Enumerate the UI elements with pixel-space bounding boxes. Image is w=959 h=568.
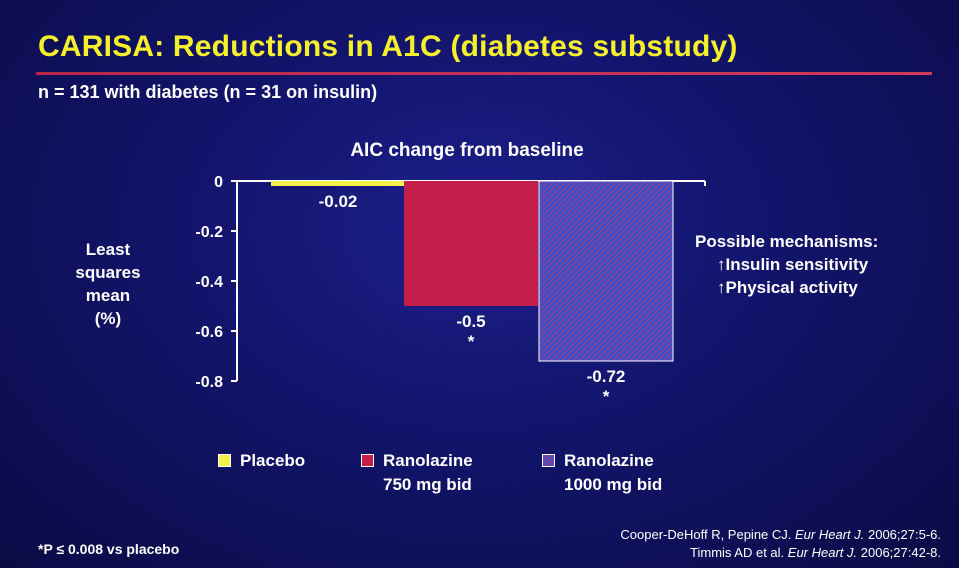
legend-label-line: 750 mg bid: [383, 475, 472, 494]
reference-authors: Cooper-DeHoff R, Pepine CJ.: [620, 527, 796, 542]
mechanisms-heading: Possible mechanisms:: [695, 232, 879, 251]
mechanism-item: ↑Insulin sensitivity: [717, 255, 869, 274]
mechanism-item: ↑Physical activity: [717, 278, 858, 297]
data-label: -0.02: [319, 192, 358, 211]
y-axis-label-line: (%): [94, 309, 122, 328]
reference-line: Timmis AD et al. Eur Heart J. 2006;27:42…: [620, 544, 941, 562]
legend-label-ranolazine-750: Ranolazine 750 mg bid: [383, 449, 473, 497]
significance-marker: *: [468, 332, 475, 351]
significance-footnote: *P ≤ 0.008 vs placebo: [38, 541, 180, 557]
slide-subtitle: n = 131 with diabetes (n = 31 on insulin…: [38, 82, 378, 102]
legend-swatch-ranolazine-1000: [542, 454, 555, 467]
y-axis-label: Least squares mean (%): [68, 238, 148, 330]
y-axis-label-line: mean: [85, 286, 131, 305]
y-axis-label-line: squares: [75, 263, 141, 282]
reference-citation: 2006;27:42-8.: [857, 545, 941, 560]
reference-journal: Eur Heart J.: [787, 545, 858, 560]
reference-line: Cooper-DeHoff R, Pepine CJ. Eur Heart J.…: [620, 526, 941, 544]
legend-label-line: Ranolazine: [564, 451, 654, 470]
y-tick-label: -0.8: [195, 374, 223, 391]
significance-marker: *: [603, 387, 610, 406]
title-divider: [36, 72, 932, 75]
reference-citation: 2006;27:5-6.: [864, 527, 941, 542]
legend-label-placebo: Placebo: [240, 449, 305, 473]
y-tick-label: -0.6: [195, 324, 223, 341]
bar: [404, 181, 538, 306]
y-axis-label-line: Least: [85, 240, 131, 259]
reference-authors: Timmis AD et al.: [690, 545, 788, 560]
y-tick-label: -0.2: [195, 224, 223, 241]
bar: [538, 180, 674, 362]
references: Cooper-DeHoff R, Pepine CJ. Eur Heart J.…: [620, 526, 941, 562]
mechanisms-box: Possible mechanisms: ↑Insulin sensitivit…: [695, 230, 878, 299]
legend-label-line: Placebo: [240, 451, 306, 470]
legend-swatch-placebo: [218, 454, 231, 467]
data-label: -0.5: [456, 312, 485, 331]
legend-label-ranolazine-1000: Ranolazine 1000 mg bid: [564, 449, 662, 497]
legend-swatch-ranolazine-750: [361, 454, 374, 467]
legend-label-line: 1000 mg bid: [564, 475, 663, 494]
data-label: -0.72: [587, 367, 626, 386]
legend-label-line: Ranolazine: [383, 451, 473, 470]
chart-title: AIC change from baseline: [350, 140, 584, 161]
y-tick-label: 0: [214, 174, 223, 191]
reference-journal: Eur Heart J.: [795, 527, 865, 542]
bar: [271, 181, 405, 186]
slide-title: CARISA: Reductions in A1C (diabetes subs…: [38, 30, 738, 63]
y-tick-label: -0.4: [195, 274, 223, 291]
